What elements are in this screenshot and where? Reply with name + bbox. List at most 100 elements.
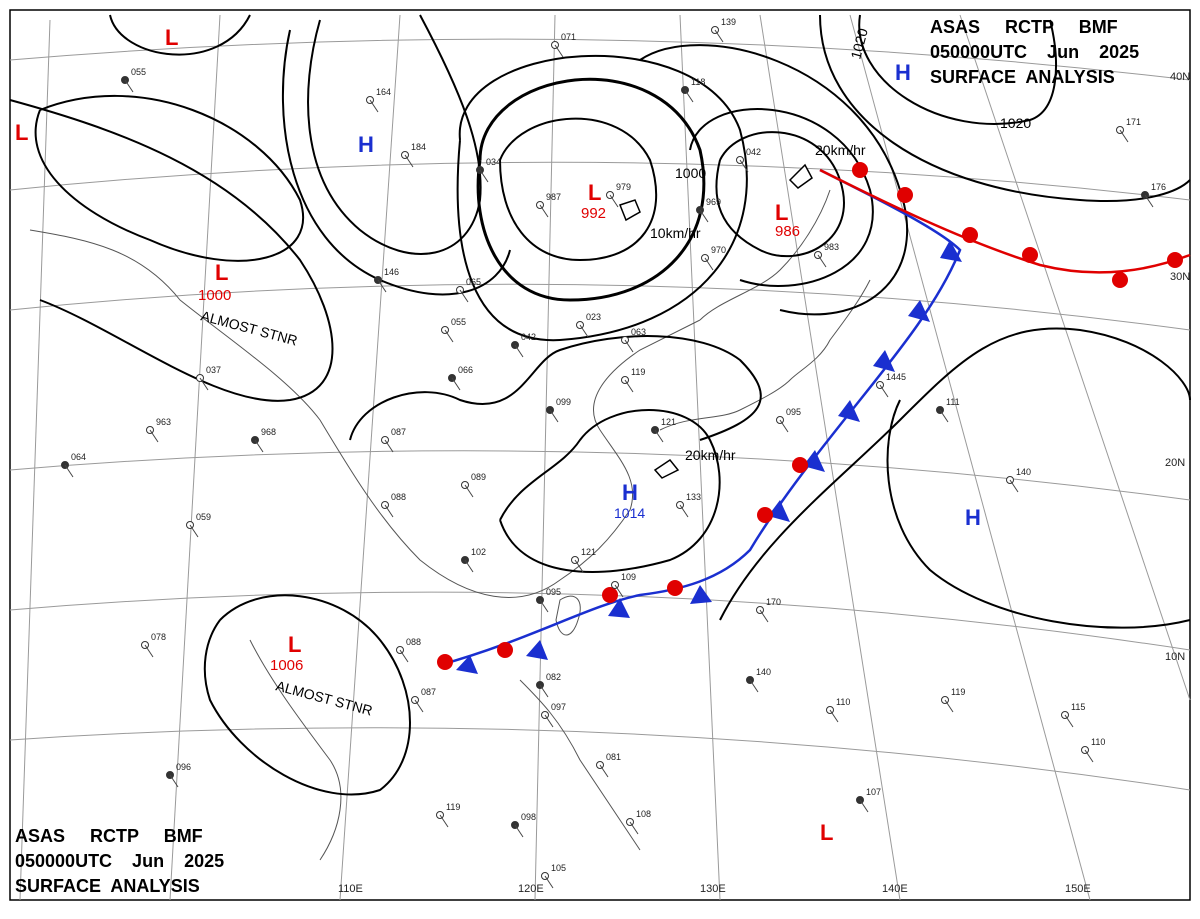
low-center-label: L: [165, 25, 178, 50]
station-wind-barb: [1144, 194, 1154, 208]
station-wind-barb: [144, 644, 154, 658]
map-border: [9, 9, 1191, 901]
station-pressure-label: 097: [551, 702, 566, 712]
isobar-1: [109, 14, 251, 56]
coast-indochina: [249, 639, 342, 861]
warm-front-bump: [1167, 252, 1183, 268]
station-wind-barb: [684, 89, 694, 103]
station-pressure-label: 023: [586, 312, 601, 322]
station-wind-barb: [879, 384, 889, 398]
motion-arrow-986: [788, 163, 813, 189]
high-center-label: H: [358, 132, 374, 157]
station-pressure-label: 042: [521, 332, 536, 342]
station-pressure-label: 115: [1071, 702, 1085, 712]
low-center-label: L: [15, 120, 28, 145]
isobar-9: [715, 131, 845, 258]
cold-front-triangle: [940, 240, 962, 262]
meridian-160: [959, 14, 1191, 701]
station-pressure-label: 107: [866, 787, 881, 797]
isobar-6: [499, 117, 658, 262]
station-wind-barb: [149, 429, 159, 443]
motion-speed-label: 20km/hr: [815, 142, 866, 158]
station-pressure-label: 140: [1016, 467, 1031, 477]
warm-front-bump: [962, 227, 978, 243]
station-pressure-label: 064: [71, 452, 86, 462]
station-wind-barb: [939, 409, 949, 423]
lon-tick: 150E: [1065, 883, 1091, 895]
warm-front-bump: [897, 187, 913, 203]
station-wind-barb: [544, 714, 554, 728]
station-pressure-label: 102: [471, 547, 486, 557]
isobar-14: [349, 335, 762, 441]
warm-front-bump: [852, 162, 868, 178]
station-wind-barb: [539, 204, 549, 218]
station-wind-barb: [64, 464, 74, 478]
low-center-pressure: 992: [581, 205, 606, 222]
station-wind-barb: [169, 774, 179, 788]
isobar-7: [476, 77, 706, 302]
station-pressure-label: 979: [616, 182, 631, 192]
lon-tick: 140E: [882, 883, 908, 895]
low-center-pressure: 986: [775, 223, 800, 240]
lat-tick: 30N: [1170, 271, 1190, 283]
warm-front-bump: [1112, 272, 1128, 288]
station-wind-barb: [817, 254, 827, 268]
station-wind-barb: [1119, 129, 1129, 143]
station-pressure-label: 087: [421, 687, 436, 697]
cold-front-line: [439, 168, 962, 667]
low-center-pressure: 1000: [198, 287, 231, 304]
station-wind-barb: [404, 154, 414, 168]
station-pressure-label: 042: [746, 147, 761, 157]
station-wind-barb: [539, 599, 549, 613]
station-pressure-label: 968: [261, 427, 276, 437]
cold-front-triangle: [456, 655, 478, 674]
station-wind-barb: [369, 99, 379, 113]
station-pressure-label: 081: [606, 752, 621, 762]
coast-korea: [699, 189, 831, 321]
isobar-11: [639, 44, 909, 316]
station-wind-barb: [779, 419, 789, 433]
station-pressure-label: 987: [546, 192, 561, 202]
station-wind-barb: [679, 504, 689, 518]
high-center-pressure: 1014: [614, 505, 645, 521]
station-pressure-label: 108: [636, 809, 651, 819]
station-pressure-label: 139: [721, 17, 736, 27]
isobar-value: 1000: [675, 165, 706, 181]
station-wind-barb: [464, 484, 474, 498]
cold-front-triangle: [608, 598, 630, 618]
station-pressure-label: 088: [406, 637, 421, 647]
isobar-13: [819, 14, 1191, 202]
coastlines: [29, 189, 871, 861]
station-wind-barb: [1084, 749, 1094, 763]
station-wind-barb: [384, 504, 394, 518]
isobar-18: [886, 399, 1191, 629]
station-pressure-label: 970: [711, 245, 726, 255]
isobar-2: [34, 95, 304, 262]
isobars: [9, 14, 1191, 796]
coast-philippines: [519, 679, 641, 851]
footer-line-2: 050000UTC Jun 2025: [15, 851, 224, 871]
station-pressure-label: 055: [131, 67, 146, 77]
station-wind-barb: [574, 559, 584, 573]
isobar-value: 1020: [847, 26, 871, 60]
header-line-3: SURFACE ANALYSIS: [930, 67, 1115, 87]
warm-front-bump: [1022, 247, 1038, 263]
motion-labels: 20km/hr 10km/hr 20km/hr: [650, 142, 866, 463]
isobar-12: [858, 14, 1057, 125]
lon-tick: 120E: [518, 883, 544, 895]
station-pressure-label: 133: [686, 492, 701, 502]
station-pressure-label: 063: [631, 327, 646, 337]
station-wind-barb: [444, 329, 454, 343]
isobar-10: [689, 108, 874, 287]
station-pressure-label: 110: [1091, 737, 1105, 747]
low-center-label: L: [215, 260, 228, 285]
stationary-front-bump: [667, 580, 683, 596]
station-pressure-label: 065: [466, 277, 481, 287]
station-pressure-label: 164: [376, 87, 391, 97]
station-pressure-label: 098: [521, 812, 536, 822]
station-pressure-label: 176: [1151, 182, 1166, 192]
stationary-front-bump: [792, 457, 808, 473]
header-line-1: ASAS RCTP BMF: [930, 17, 1118, 37]
station-pressure-label: 1445: [886, 372, 906, 382]
